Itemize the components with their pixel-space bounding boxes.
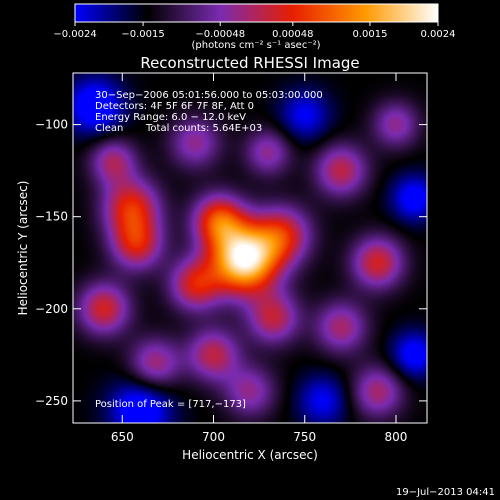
colorbar-tick-label: −0.0024: [53, 29, 96, 40]
annotation-time-range: 30−Sep−2006 05:01:56.000 to 05:03:00.000: [95, 90, 323, 101]
annotation-method: Clean: [95, 123, 123, 134]
colorbar-tick-label: 0.0024: [421, 29, 456, 40]
y-tick-label: −200: [35, 302, 68, 316]
colorbar-tick-label: 0.0015: [352, 29, 387, 40]
colorbar-unit-label: (photons cm⁻² s⁻¹ asec⁻²): [191, 40, 320, 51]
x-axis-ticks: 650 700 750 800: [111, 73, 408, 444]
y-tick-label: −250: [35, 394, 68, 408]
x-tick-label: 750: [293, 430, 316, 444]
annotations: 30−Sep−2006 05:01:56.000 to 05:03:00.000…: [95, 90, 323, 410]
colorbar-tick-label: −0.00048: [195, 29, 245, 40]
x-axis-label: Heliocentric X (arcsec): [182, 448, 318, 462]
y-axis-ticks: −100 −150 −200 −250: [35, 118, 427, 408]
annotation-detectors: Detectors: 4F 5F 6F 7F 8F, Att 0: [95, 101, 254, 112]
colorbar: −0.0024 −0.0015 −0.00048 0.00048 0.0015 0.002…: [53, 3, 456, 51]
x-tick-label: 800: [385, 430, 408, 444]
x-tick-label: 650: [111, 430, 134, 444]
footer-timestamp: 19−Jul−2013 04:41: [396, 487, 495, 498]
image-area: [73, 73, 427, 423]
colorbar-rect: [74, 3, 439, 23]
colorbar-tick-label: −0.0015: [121, 29, 164, 40]
y-tick-label: −150: [35, 210, 68, 224]
annotation-peak-position: Position of Peak = [717,−173]: [95, 399, 246, 410]
heatmap-image: [73, 73, 427, 423]
chart-title: Reconstructed RHESSI Image: [140, 54, 359, 72]
annotation-energy: Energy Range: 6.0 − 12.0 keV: [95, 112, 246, 123]
colorbar-ticks: −0.0024 −0.0015 −0.00048 0.00048 0.0015 0.002…: [53, 22, 456, 40]
plot-frame: [72, 72, 428, 424]
y-axis-label: Heliocentric Y (arcsec): [16, 181, 30, 316]
x-tick-label: 700: [202, 430, 225, 444]
y-tick-label: −100: [35, 118, 68, 132]
annotation-total-counts: Total counts: 5.64E+03: [145, 123, 262, 134]
colorbar-tick-label: 0.00048: [272, 29, 313, 40]
